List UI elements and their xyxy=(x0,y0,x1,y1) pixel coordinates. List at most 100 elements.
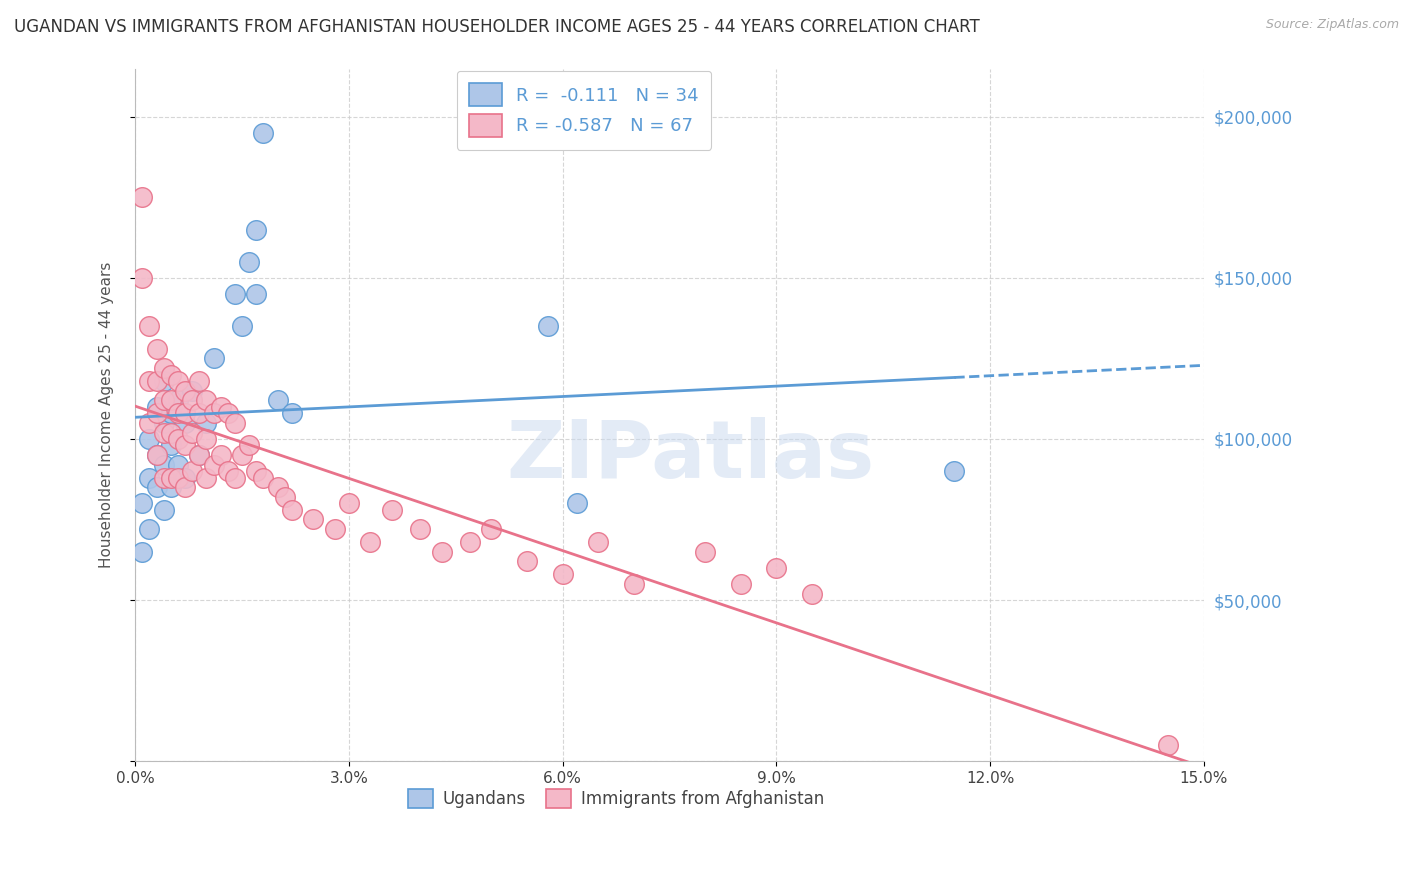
Point xyxy=(245,464,267,478)
Point xyxy=(188,448,211,462)
Point xyxy=(224,470,246,484)
Point xyxy=(359,535,381,549)
Point xyxy=(565,496,588,510)
Point xyxy=(159,425,181,440)
Point xyxy=(131,496,153,510)
Point xyxy=(131,544,153,558)
Y-axis label: Householder Income Ages 25 - 44 years: Householder Income Ages 25 - 44 years xyxy=(100,261,114,568)
Point xyxy=(195,393,218,408)
Point xyxy=(202,458,225,472)
Point xyxy=(274,490,297,504)
Point xyxy=(430,544,453,558)
Point xyxy=(238,254,260,268)
Point xyxy=(266,480,288,494)
Point xyxy=(209,448,232,462)
Point xyxy=(337,496,360,510)
Point xyxy=(152,425,174,440)
Text: ZIPatlas: ZIPatlas xyxy=(506,417,875,495)
Point xyxy=(145,480,167,494)
Point xyxy=(479,522,502,536)
Point xyxy=(195,432,218,446)
Point xyxy=(231,319,253,334)
Point xyxy=(167,393,190,408)
Point xyxy=(159,438,181,452)
Point xyxy=(167,374,190,388)
Point xyxy=(586,535,609,549)
Point xyxy=(245,222,267,236)
Point xyxy=(138,416,160,430)
Point xyxy=(623,577,645,591)
Point xyxy=(195,416,218,430)
Point xyxy=(409,522,432,536)
Point xyxy=(800,586,823,600)
Point xyxy=(145,400,167,414)
Point xyxy=(152,458,174,472)
Point xyxy=(159,368,181,382)
Point xyxy=(174,470,197,484)
Point xyxy=(693,544,716,558)
Point xyxy=(145,406,167,420)
Point xyxy=(209,400,232,414)
Point xyxy=(217,406,239,420)
Point xyxy=(167,406,190,420)
Point xyxy=(765,561,787,575)
Point xyxy=(181,464,204,478)
Point xyxy=(181,384,204,398)
Point xyxy=(138,432,160,446)
Point xyxy=(195,470,218,484)
Point xyxy=(167,458,190,472)
Point xyxy=(202,406,225,420)
Point xyxy=(281,406,304,420)
Point xyxy=(159,406,181,420)
Point xyxy=(138,319,160,334)
Legend: Ugandans, Immigrants from Afghanistan: Ugandans, Immigrants from Afghanistan xyxy=(401,782,831,815)
Text: UGANDAN VS IMMIGRANTS FROM AFGHANISTAN HOUSEHOLDER INCOME AGES 25 - 44 YEARS COR: UGANDAN VS IMMIGRANTS FROM AFGHANISTAN H… xyxy=(14,18,980,36)
Point xyxy=(252,470,274,484)
Point xyxy=(145,448,167,462)
Point xyxy=(174,384,197,398)
Point xyxy=(145,374,167,388)
Point xyxy=(152,374,174,388)
Point xyxy=(238,438,260,452)
Point xyxy=(224,416,246,430)
Point xyxy=(174,480,197,494)
Point xyxy=(323,522,346,536)
Point xyxy=(174,416,197,430)
Point xyxy=(138,522,160,536)
Point xyxy=(152,503,174,517)
Point xyxy=(281,503,304,517)
Point xyxy=(159,480,181,494)
Point xyxy=(152,393,174,408)
Point xyxy=(174,406,197,420)
Point xyxy=(152,416,174,430)
Point xyxy=(188,374,211,388)
Point xyxy=(145,448,167,462)
Point xyxy=(188,406,211,420)
Point xyxy=(217,464,239,478)
Point xyxy=(167,432,190,446)
Point xyxy=(131,190,153,204)
Point xyxy=(181,393,204,408)
Point xyxy=(159,470,181,484)
Point xyxy=(167,470,190,484)
Point xyxy=(943,464,966,478)
Point xyxy=(152,361,174,376)
Point xyxy=(381,503,404,517)
Point xyxy=(231,448,253,462)
Point xyxy=(159,393,181,408)
Point xyxy=(458,535,481,549)
Point xyxy=(224,287,246,301)
Point xyxy=(152,470,174,484)
Point xyxy=(145,342,167,356)
Point xyxy=(188,448,211,462)
Point xyxy=(266,393,288,408)
Point xyxy=(302,512,325,526)
Point xyxy=(245,287,267,301)
Point xyxy=(138,470,160,484)
Point xyxy=(174,438,197,452)
Point xyxy=(131,271,153,285)
Point xyxy=(252,126,274,140)
Point xyxy=(730,577,752,591)
Point xyxy=(138,374,160,388)
Point xyxy=(516,554,538,568)
